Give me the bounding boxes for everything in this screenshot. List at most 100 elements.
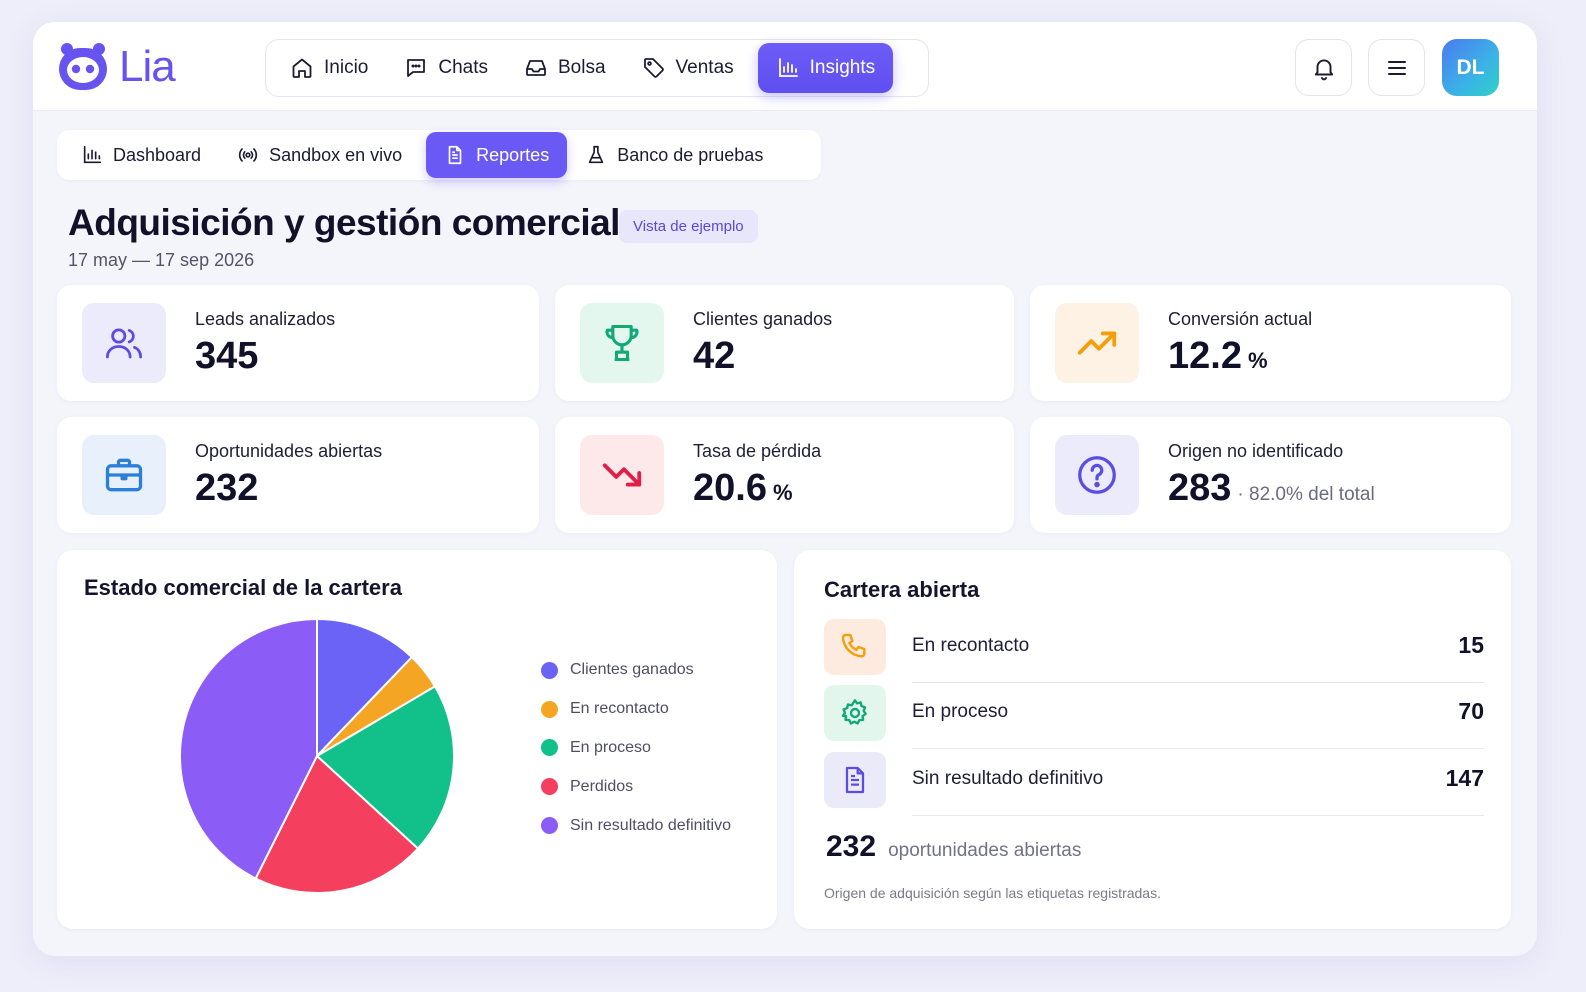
- row-divider: [912, 815, 1484, 816]
- document-icon: [824, 752, 886, 808]
- question-icon: [1055, 435, 1139, 515]
- notifications-button[interactable]: [1295, 39, 1352, 96]
- sample-view-badge: Vista de ejemplo: [619, 210, 758, 243]
- legend-swatch: [541, 739, 558, 757]
- legend-item[interactable]: Sin resultado definitivo: [541, 806, 731, 845]
- open-portfolio-panel: Cartera abierta En recontacto 15 En proc…: [794, 550, 1511, 929]
- date-range[interactable]: 17 may — 17 sep 2026: [68, 250, 255, 270]
- row-label: En proceso: [912, 701, 1009, 722]
- legend-label: Sin resultado definitivo: [570, 816, 731, 834]
- bar-chart-icon: [83, 145, 102, 164]
- nav-label: Chats: [438, 57, 488, 78]
- nav-item-ventas[interactable]: Ventas: [624, 43, 752, 93]
- legend-label: En recontacto: [570, 700, 669, 718]
- kpi-value: 20.6%: [693, 467, 793, 510]
- kpi-number: 232: [195, 467, 259, 509]
- tab-dashboard[interactable]: Dashboard: [63, 132, 219, 178]
- inbox-icon: [526, 60, 546, 76]
- legend-label: En proceso: [570, 738, 651, 756]
- kpi-value: 345: [195, 335, 258, 378]
- kpi-label: Origen no identificado: [1168, 441, 1344, 461]
- open-total: 232 oportunidades abiertas: [826, 830, 1081, 864]
- nav-item-inicio[interactable]: Inicio: [272, 43, 386, 93]
- trend-down-icon: [580, 435, 664, 515]
- legend-item[interactable]: En proceso: [541, 729, 731, 768]
- nav-item-chats[interactable]: Chats: [386, 43, 506, 93]
- kpi-number: 283: [1168, 467, 1232, 509]
- briefcase-icon: [82, 435, 166, 515]
- gear-icon: [824, 685, 886, 741]
- lia-logo-icon: [59, 43, 107, 90]
- legend-item[interactable]: Clientes ganados: [541, 651, 731, 690]
- flask-icon: [588, 145, 604, 164]
- pie-slice-clientes-ganados[interactable]: [316, 618, 413, 757]
- legend-item[interactable]: En recontacto: [541, 690, 731, 729]
- legend-label: Perdidos: [570, 777, 634, 795]
- tag-icon: [643, 58, 664, 78]
- legend-swatch: [541, 661, 558, 679]
- kpi-number: 42: [693, 335, 736, 377]
- row-divider: [912, 682, 1484, 683]
- tab-banco-de-pruebas[interactable]: Banco de pruebas: [567, 132, 781, 178]
- kpi-label: Clientes ganados: [693, 309, 833, 329]
- total-value: 232: [826, 830, 877, 863]
- total-label: oportunidades abiertas: [888, 840, 1082, 861]
- row-value: 70: [1458, 698, 1484, 724]
- kpi-number: 12.2: [1168, 335, 1242, 377]
- kpi-label: Conversión actual: [1168, 309, 1313, 329]
- bar-chart-icon: [778, 58, 798, 77]
- row-label: En recontacto: [912, 635, 1030, 656]
- main-nav: Inicio Chats Bolsa Ventas Insights: [265, 39, 929, 97]
- pie-slice-perdidos[interactable]: [254, 755, 419, 894]
- kpi-number: 20.6: [693, 467, 767, 509]
- legend-swatch: [541, 700, 558, 718]
- page-title: Adquisición y gestión comercial: [68, 202, 620, 243]
- top-bar: Lia Inicio Chats Bolsa Ventas Insights: [33, 22, 1537, 110]
- panel-title: Cartera abierta: [824, 577, 980, 602]
- logo[interactable]: Lia: [57, 42, 176, 92]
- kpi-card-clientes[interactable]: Clientes ganados 42: [555, 285, 1014, 401]
- chart-legend: Clientes ganados En recontacto En proces…: [541, 651, 731, 845]
- kpi-value: 42: [693, 335, 735, 378]
- nav-label: Bolsa: [558, 57, 606, 78]
- tab-label: Reportes: [476, 144, 550, 165]
- user-avatar[interactable]: DL: [1442, 39, 1499, 96]
- nav-label: Inicio: [324, 57, 369, 78]
- portfolio-row[interactable]: En recontacto 15: [824, 619, 1484, 683]
- kpi-card-origen[interactable]: Origen no identificado 283 · 82.0% del to…: [1030, 417, 1511, 533]
- document-icon: [448, 145, 462, 165]
- pie-chart: [179, 618, 455, 894]
- portfolio-status-panel: Estado comercial de la cartera Clientes …: [57, 550, 777, 929]
- pie-slice-sin-resultado-definitivo[interactable]: [179, 618, 318, 880]
- tab-sandbox[interactable]: Sandbox en vivo: [219, 132, 420, 178]
- nav-item-bolsa[interactable]: Bolsa: [506, 43, 624, 93]
- kpi-card-oportunidades[interactable]: Oportunidades abiertas 232: [57, 417, 539, 533]
- kpi-unit: %: [772, 480, 793, 505]
- nav-item-insights[interactable]: Insights: [757, 43, 894, 93]
- row-label: Sin resultado definitivo: [912, 768, 1104, 789]
- bell-icon: [1314, 58, 1333, 80]
- pie-slice-en-proceso[interactable]: [316, 685, 455, 850]
- tab-label: Dashboard: [113, 144, 202, 165]
- trend-up-icon: [1055, 303, 1139, 383]
- tab-reportes[interactable]: Reportes: [426, 132, 568, 178]
- kpi-card-leads[interactable]: Leads analizados 345: [57, 285, 539, 401]
- kpi-value: 232: [195, 467, 258, 510]
- chat-icon: [407, 59, 426, 77]
- portfolio-row[interactable]: Sin resultado definitivo 147: [824, 752, 1484, 816]
- legend-item[interactable]: Perdidos: [541, 767, 731, 806]
- legend-swatch: [541, 778, 558, 796]
- kpi-value: 283 · 82.0% del total: [1168, 467, 1375, 510]
- panel-title: Estado comercial de la cartera: [84, 575, 402, 600]
- row-value: 147: [1445, 765, 1484, 791]
- kpi-unit: %: [1247, 348, 1268, 373]
- users-icon: [82, 303, 166, 383]
- nav-label: Ventas: [675, 57, 734, 78]
- menu-button[interactable]: [1368, 39, 1425, 96]
- kpi-card-conversion[interactable]: Conversión actual 12.2%: [1030, 285, 1511, 401]
- tab-label: Sandbox en vivo: [269, 144, 403, 165]
- report-tabs: Dashboard Sandbox en vivo Reportes Banco…: [57, 130, 821, 180]
- app-window: Lia Inicio Chats Bolsa Ventas Insights: [33, 22, 1537, 956]
- kpi-card-perdida[interactable]: Tasa de pérdida 20.6%: [555, 417, 1014, 533]
- portfolio-row[interactable]: En proceso 70: [824, 685, 1484, 749]
